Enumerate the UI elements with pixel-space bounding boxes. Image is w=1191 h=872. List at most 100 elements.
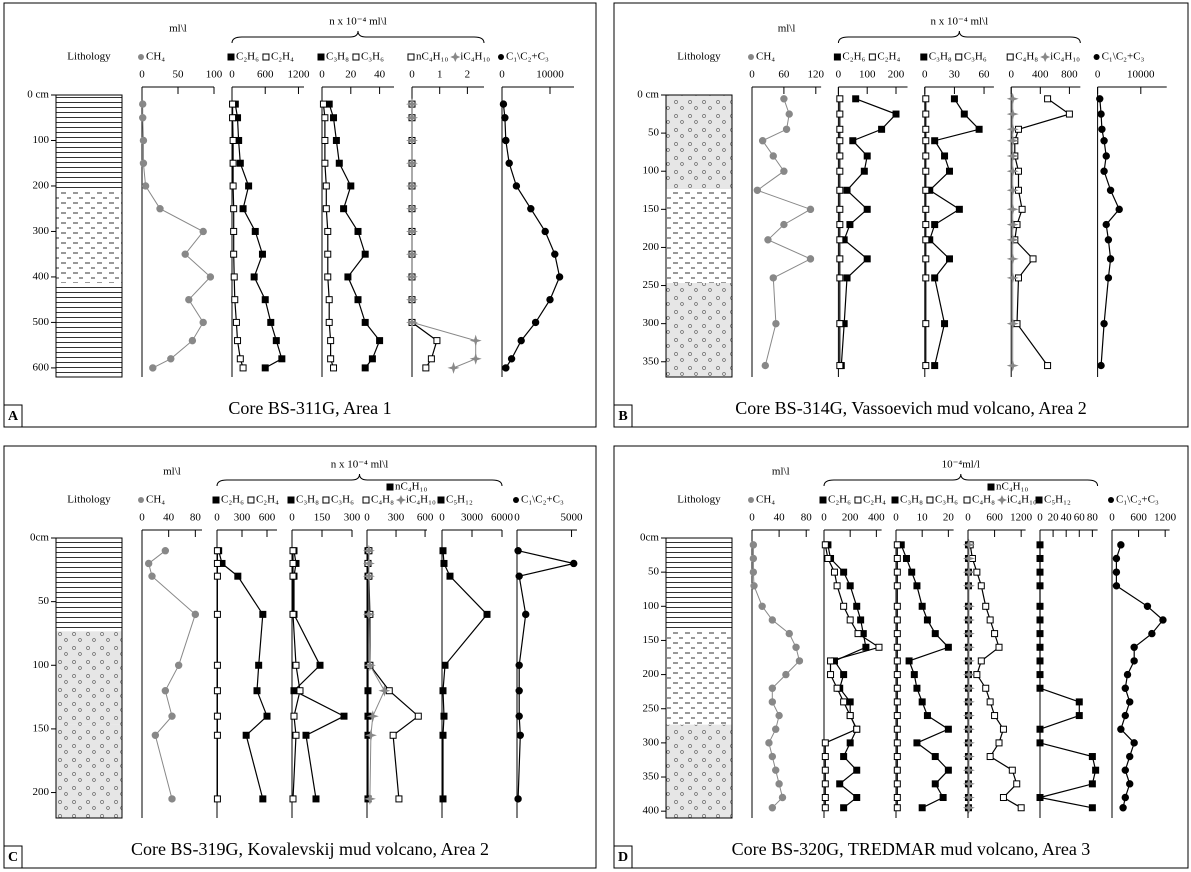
data-point [213, 661, 221, 669]
data-point [1088, 753, 1096, 761]
data-point [185, 295, 193, 304]
data-point [1106, 186, 1115, 194]
legend-marker [987, 483, 995, 491]
x-tick-label: 10000 [1127, 69, 1155, 81]
data-point [768, 616, 777, 624]
data-point [1096, 95, 1104, 103]
data-point [340, 205, 348, 213]
data-point [213, 610, 221, 618]
x-tick-label: 10000 [536, 69, 564, 81]
data-point [289, 795, 297, 803]
data-point [332, 136, 340, 144]
data-point [1036, 684, 1044, 692]
data-point [363, 792, 376, 805]
series-line [442, 550, 488, 799]
data-point [181, 250, 189, 258]
series-line [292, 550, 346, 799]
depth-tick-label: 400 [33, 270, 50, 282]
x-tick-label: 600 [1130, 512, 1147, 524]
x-tick-label: 600 [986, 512, 1003, 524]
data-point [1006, 150, 1019, 162]
legend-label: C₂H₄ [863, 494, 886, 506]
data-point [1029, 255, 1037, 263]
data-point [918, 804, 926, 812]
data-point [962, 552, 975, 565]
data-point [1130, 739, 1138, 747]
data-point [517, 336, 525, 345]
data-point [836, 221, 844, 229]
lithology-layer [56, 724, 122, 818]
data-point [750, 582, 758, 590]
lithology-layer [666, 95, 732, 189]
data-point [213, 559, 221, 567]
data-point [986, 753, 994, 761]
legend-label: C₂H₆ [842, 51, 865, 63]
data-point [191, 610, 200, 619]
data-point [253, 687, 261, 695]
data-point [1123, 670, 1132, 679]
data-point [827, 671, 835, 679]
data-point [782, 125, 791, 133]
data-point [340, 712, 348, 720]
legend-marker [963, 496, 971, 504]
data-point [893, 753, 901, 761]
data-point [1006, 92, 1019, 105]
data-point [439, 687, 447, 695]
data-point [199, 318, 207, 327]
data-point [846, 582, 854, 590]
data-point [982, 602, 990, 610]
data-point [344, 273, 352, 281]
data-point [1159, 616, 1167, 624]
data-point [395, 795, 403, 803]
legend-label: C₅H₁₂ [446, 494, 473, 506]
caption: Core BS-311G, Area 1 [228, 398, 391, 418]
data-point [213, 547, 221, 555]
panel-label-box [613, 845, 633, 869]
data-point [785, 629, 793, 638]
data-point [1008, 766, 1016, 774]
data-point [836, 110, 844, 118]
data-point [931, 780, 939, 788]
data-point [440, 559, 448, 567]
x-tick-label: 5000 [561, 512, 584, 524]
data-point [514, 795, 522, 803]
data-point [792, 643, 800, 651]
data-point [1006, 108, 1019, 121]
data-point [853, 794, 861, 802]
data-point [406, 98, 418, 111]
data-point [768, 804, 777, 812]
depth-tick-label: 300 [33, 225, 50, 237]
data-point [362, 544, 375, 557]
data-point [1102, 152, 1110, 160]
data-point [234, 337, 242, 345]
data-point [321, 136, 329, 144]
data-point [362, 557, 375, 570]
data-point [975, 125, 983, 133]
legend-marker [395, 495, 406, 505]
data-point [363, 659, 376, 672]
data-point [389, 731, 397, 739]
data-point [962, 566, 975, 579]
data-point [893, 554, 901, 562]
x-tick-label: 0 [1037, 512, 1043, 524]
data-point [236, 159, 244, 167]
data-point [931, 274, 939, 282]
data-point [962, 750, 975, 763]
data-point [962, 801, 975, 814]
lithology-layer [56, 189, 122, 283]
data-point [768, 752, 777, 761]
legend-marker [1006, 53, 1014, 61]
data-point [749, 541, 758, 549]
data-point [840, 602, 848, 610]
data-point [1075, 712, 1083, 720]
data-point [439, 547, 447, 555]
data-point [962, 614, 975, 626]
legend-label: C₁\C₂+C₃ [1102, 51, 1145, 63]
data-point [289, 559, 297, 567]
data-point [555, 273, 564, 281]
data-point [324, 250, 332, 258]
data-point [939, 794, 947, 802]
data-point [1006, 233, 1019, 246]
data-point [830, 568, 838, 576]
